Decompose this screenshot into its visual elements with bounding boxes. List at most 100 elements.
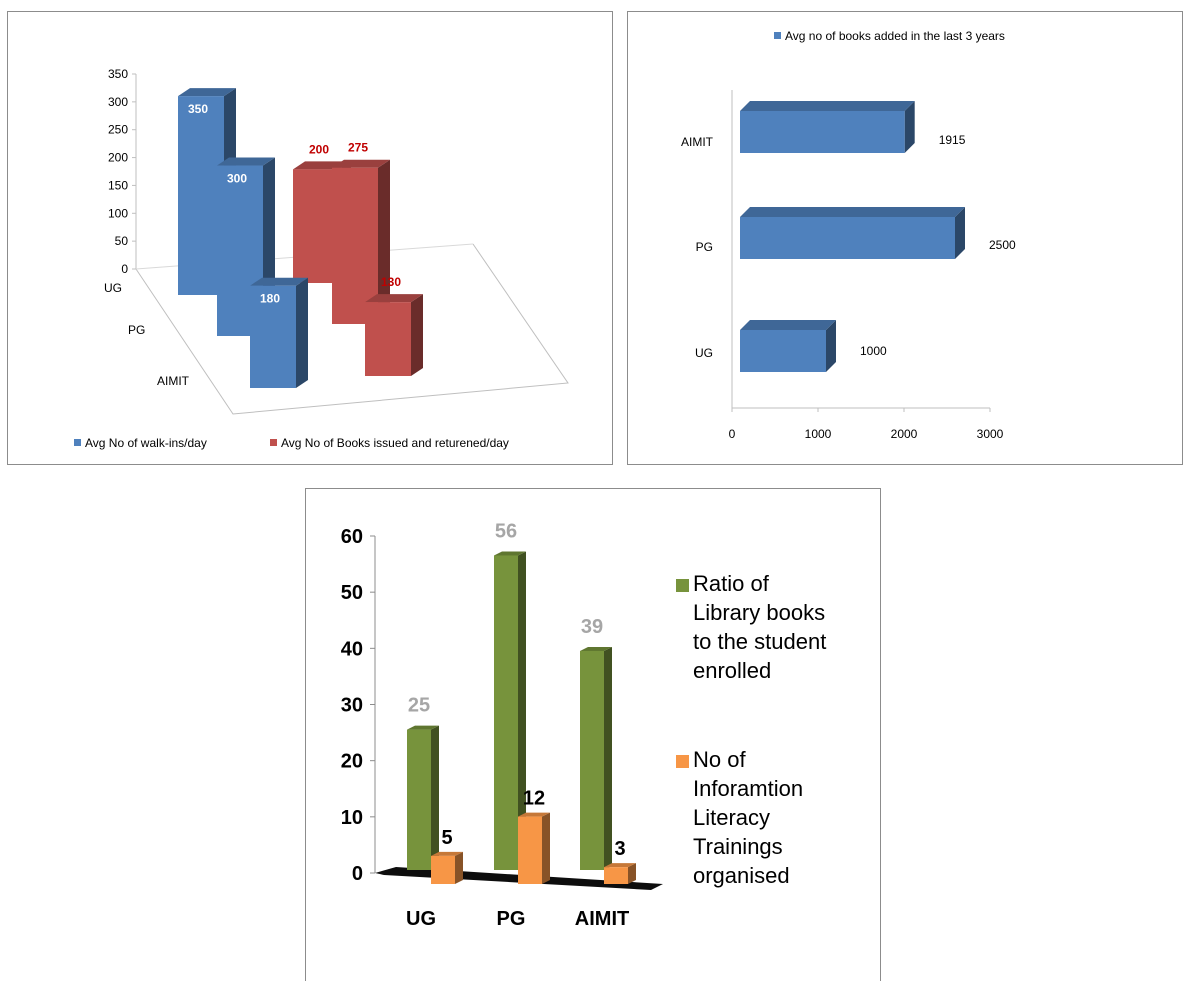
data-label: 180 xyxy=(260,292,280,306)
legend-trainings-line: Inforamtion xyxy=(693,776,804,801)
legend-ratio-line: to the student xyxy=(693,629,827,654)
y-tick-label: 100 xyxy=(108,206,128,220)
y-tick-label: 0 xyxy=(352,863,363,885)
bar-walkins-top xyxy=(217,157,275,166)
y-tick-label: 150 xyxy=(108,178,128,192)
category-label: PG xyxy=(497,908,526,930)
data-label: 275 xyxy=(348,141,368,155)
y-tick-label: 40 xyxy=(341,638,363,660)
chart-2-plot: 0 1000 2000 3000 UG 1000 PG 2500 AIMIT 1915 xyxy=(681,90,1016,441)
category-label: UG xyxy=(406,908,436,930)
y-tick-label: 60 xyxy=(341,526,363,548)
data-label: 1915 xyxy=(939,133,966,147)
bar-books xyxy=(293,169,339,283)
bar-ratio-top xyxy=(494,551,526,556)
bar-walkins-top xyxy=(178,88,236,97)
x-tick-label: 3000 xyxy=(977,427,1004,441)
bar-books-added xyxy=(740,217,955,259)
bar-walkins xyxy=(178,96,224,295)
bar-books-added xyxy=(740,111,905,153)
legend-trainings-line: organised xyxy=(693,863,790,888)
bar-ratio-side xyxy=(604,646,612,870)
data-label: 350 xyxy=(188,102,208,116)
legend-item-ratio: Ratio of Library books to the student en… xyxy=(676,569,866,685)
bar-trainings-top xyxy=(604,863,636,868)
chart-1-plot: 0 50 100 150 200 250 300 350 350 200 300 275 180 130 U… xyxy=(104,67,569,415)
legend-swatch-ratio xyxy=(676,579,689,592)
bar-trainings xyxy=(518,816,542,884)
category-label: UG xyxy=(695,346,713,360)
legend-ratio-line: enrolled xyxy=(693,658,772,683)
walkins-books-issued-chart: 0 50 100 150 200 250 300 350 350 200 300 275 180 130 U… xyxy=(7,11,613,465)
bar-ratio xyxy=(580,650,604,870)
data-label: 39 xyxy=(581,616,603,638)
data-label: 56 xyxy=(495,520,517,542)
data-label: 300 xyxy=(227,172,247,186)
legend-ratio-line: Ratio of xyxy=(693,571,769,596)
y-tick-label: 0 xyxy=(121,262,128,276)
bar-books-added-side xyxy=(904,101,915,153)
legend-item-books-issued: Avg No of Books issued and returened/day xyxy=(270,436,509,450)
bar-trainings xyxy=(604,867,628,884)
y-tick-label: 50 xyxy=(341,582,363,604)
data-label: 2500 xyxy=(989,238,1016,252)
legend-item-books-added: Avg no of books added in the last 3 year… xyxy=(774,29,1005,43)
bar-books-added-top xyxy=(740,320,836,330)
bar-walkins-side xyxy=(296,277,308,388)
books-added-chart: 0 1000 2000 3000 UG 1000 PG 2500 AIMIT 1915 Avg n… xyxy=(627,11,1183,465)
bar-trainings-top xyxy=(431,851,463,856)
legend-swatch-books-added xyxy=(774,32,781,40)
bar-books xyxy=(332,167,378,324)
data-label: 12 xyxy=(523,788,545,810)
bar-walkins-top xyxy=(250,277,308,286)
bar-books-added-side xyxy=(955,207,965,259)
bar-ratio-side xyxy=(431,725,439,870)
bar-trainings-side xyxy=(542,812,550,884)
legend-trainings-line: Literacy xyxy=(693,805,771,830)
chart-3-plot: 0 10 20 30 40 50 60 UG PG AIMIT 25 5 56 12 39 3 xyxy=(341,520,663,930)
y-tick-label: 10 xyxy=(341,807,363,829)
bar-ratio-top xyxy=(407,725,439,730)
legend-trainings-line: Trainings xyxy=(693,834,783,859)
bar-books-side xyxy=(411,294,423,376)
y-tick-label: 200 xyxy=(108,151,128,165)
bar-books-added xyxy=(740,330,826,372)
bar-books-added-top xyxy=(740,207,965,217)
bar-trainings xyxy=(431,855,455,884)
legend-trainings-line: No of xyxy=(693,747,746,772)
floor-outline xyxy=(135,243,569,415)
legend-swatch-walkins xyxy=(74,439,81,447)
y-tick-label: 50 xyxy=(115,234,129,248)
legend-swatch-books-issued xyxy=(270,439,277,447)
data-label: 200 xyxy=(309,142,329,156)
bar-trainings-side xyxy=(455,851,463,884)
bar-ratio xyxy=(407,729,431,870)
bar-ratio-side xyxy=(518,551,526,870)
bar-walkins xyxy=(250,285,296,388)
data-label: 5 xyxy=(441,827,452,849)
bar-books-side xyxy=(378,159,390,324)
bar-trainings-side xyxy=(628,863,636,884)
bar-books-top xyxy=(365,294,423,303)
y-tick-label: 300 xyxy=(108,95,128,109)
y-tick-label: 20 xyxy=(341,751,363,773)
x-tick-label: 0 xyxy=(729,427,736,441)
legend-label-books-added: Avg no of books added in the last 3 year… xyxy=(785,29,1005,43)
bar-books-added-top xyxy=(740,101,915,111)
category-label: AIMIT xyxy=(681,135,714,149)
bar-ratio xyxy=(494,555,518,870)
legend-item-walkins: Avg No of walk-ins/day xyxy=(74,436,207,450)
bar-books-top xyxy=(332,159,390,168)
data-label: 25 xyxy=(408,695,430,717)
category-label: UG xyxy=(104,281,122,295)
data-label: 3 xyxy=(614,838,625,860)
category-label: AIMIT xyxy=(575,908,629,930)
legend-swatch-trainings xyxy=(676,755,689,768)
ratio-trainings-chart: 0 10 20 30 40 50 60 UG PG AIMIT 25 5 56 12 39 3 Ratio o… xyxy=(305,488,881,981)
y-tick-label: 350 xyxy=(108,67,128,81)
data-label: 1000 xyxy=(860,344,887,358)
y-tick-label: 30 xyxy=(341,695,363,717)
data-label: 130 xyxy=(381,275,401,289)
y-tick-label: 250 xyxy=(108,123,128,137)
legend-item-trainings: No of Inforamtion Literacy Trainings org… xyxy=(676,745,866,890)
